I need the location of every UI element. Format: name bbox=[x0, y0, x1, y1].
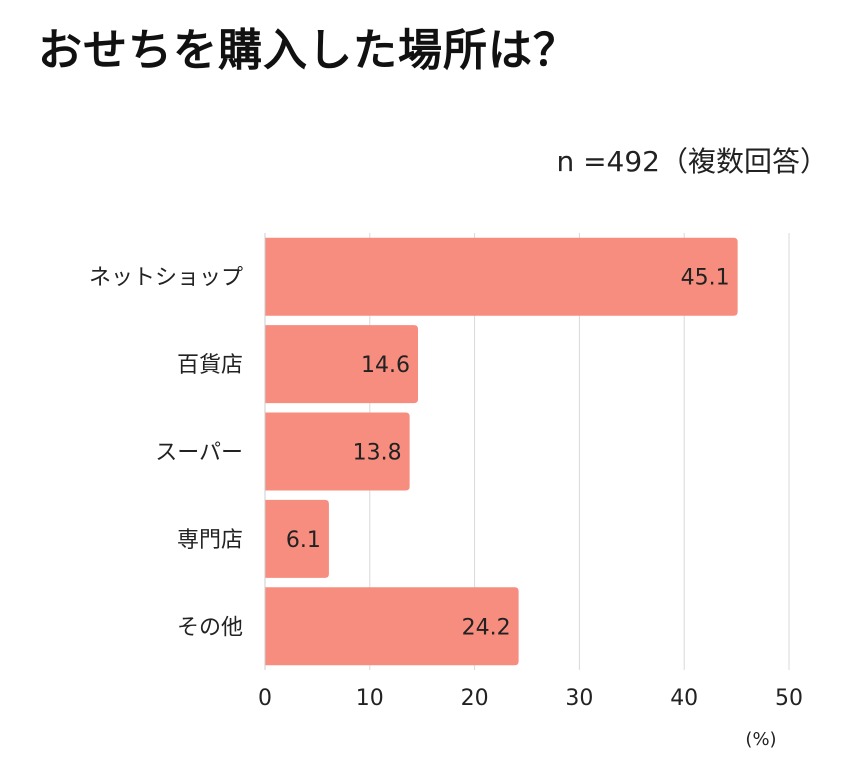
bar bbox=[265, 325, 419, 404]
x-axis-unit: (%) bbox=[745, 729, 776, 750]
category-label: ネットショップ bbox=[89, 266, 243, 291]
chart-title: おせちを購入した場所は？ bbox=[38, 25, 578, 76]
sample-size-note: n =492（複数回答） bbox=[556, 145, 828, 178]
x-tick-label: 20 bbox=[461, 686, 489, 711]
bar bbox=[265, 412, 410, 491]
bar-value-label: 14.6 bbox=[361, 353, 410, 378]
x-tick-label: 10 bbox=[356, 686, 384, 711]
x-tick-label: 0 bbox=[258, 686, 272, 711]
category-label: スーパー bbox=[155, 441, 243, 466]
bar-value-label: 24.2 bbox=[462, 615, 511, 640]
bar-value-label: 13.8 bbox=[353, 441, 402, 466]
bar bbox=[265, 587, 519, 666]
category-label: その他 bbox=[177, 615, 243, 640]
bar-value-label: 45.1 bbox=[681, 266, 730, 291]
bar bbox=[265, 237, 738, 316]
category-label: 百貨店 bbox=[177, 353, 243, 378]
category-label: 専門店 bbox=[177, 528, 243, 553]
x-tick-label: 30 bbox=[565, 686, 593, 711]
x-tick-label: 50 bbox=[775, 686, 803, 711]
bar bbox=[265, 499, 329, 578]
x-tick-label: 40 bbox=[670, 686, 698, 711]
bar-value-label: 6.1 bbox=[286, 528, 321, 553]
